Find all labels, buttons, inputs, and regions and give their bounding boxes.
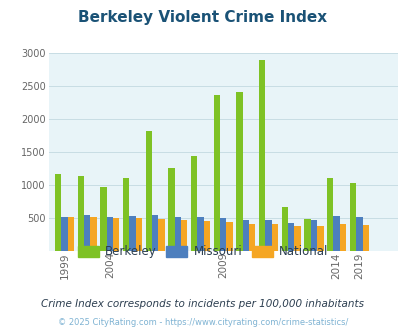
Bar [100,187,107,251]
Bar [107,217,113,251]
Bar [304,219,310,251]
Bar [168,168,174,251]
Bar [77,176,84,251]
Bar [288,223,294,251]
Bar [333,216,339,251]
Bar [123,178,129,251]
Bar [242,220,249,251]
Bar [236,92,242,251]
Text: Crime Index corresponds to incidents per 100,000 inhabitants: Crime Index corresponds to incidents per… [41,299,364,309]
Bar [226,222,232,251]
Bar [191,156,197,251]
Bar [152,214,158,251]
Text: © 2025 CityRating.com - https://www.cityrating.com/crime-statistics/: © 2025 CityRating.com - https://www.city… [58,318,347,327]
Legend: Berkeley, Missouri, National: Berkeley, Missouri, National [73,241,332,263]
Bar [265,220,271,251]
Bar [90,217,96,251]
Bar [203,221,210,251]
Bar [362,225,368,251]
Bar [61,217,68,251]
Bar [349,183,355,251]
Bar [316,226,323,251]
Bar [145,131,152,251]
Bar [271,224,277,251]
Bar [213,95,220,251]
Bar [197,217,203,251]
Bar [129,216,135,251]
Bar [220,218,226,251]
Bar [181,220,187,251]
Bar [355,217,362,251]
Bar [158,219,164,251]
Bar [113,218,119,251]
Bar [84,214,90,251]
Bar [249,224,255,251]
Bar [258,60,265,251]
Bar [55,174,61,251]
Text: Berkeley Violent Crime Index: Berkeley Violent Crime Index [78,10,327,25]
Bar [310,220,316,251]
Bar [294,226,300,251]
Bar [68,217,74,251]
Bar [339,224,345,251]
Bar [135,218,142,251]
Bar [281,207,288,251]
Bar [174,217,181,251]
Bar [326,178,333,251]
